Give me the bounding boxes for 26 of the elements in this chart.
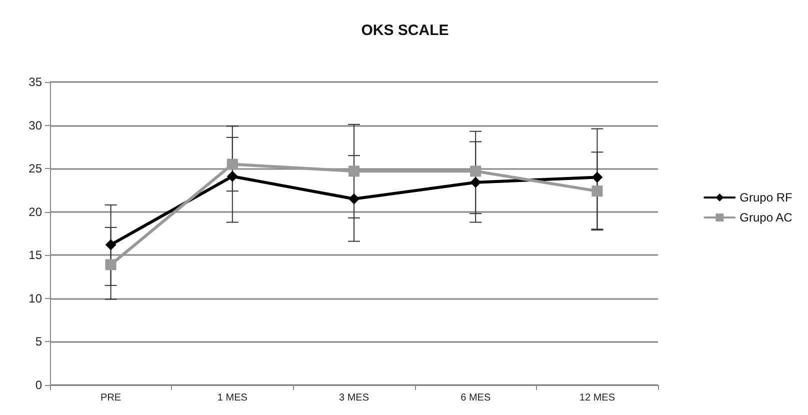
y-tick-label: 10 (28, 291, 42, 306)
legend-label: Grupo AC (740, 210, 793, 224)
x-tick-label: PRE (100, 392, 122, 404)
legend-label: Grupo RF (740, 190, 792, 204)
y-tick-label: 15 (28, 248, 42, 262)
point (105, 259, 116, 270)
point (470, 176, 482, 188)
point (470, 166, 482, 177)
x-tick-label: 3 MES (338, 392, 370, 404)
y-tick-label: 30 (28, 118, 42, 132)
y-tick-label: 5 (35, 334, 42, 349)
y-tick-label: 0 (35, 378, 42, 392)
point (226, 158, 238, 170)
x-tick-label: 1 MES (217, 392, 248, 404)
point (592, 186, 603, 197)
point (348, 166, 360, 177)
point (105, 239, 116, 250)
chart-title: OKS SCALE (361, 22, 449, 39)
x-tick-label: 6 MES (460, 392, 491, 404)
point (226, 170, 238, 182)
y-tick-label: 35 (28, 75, 42, 89)
y-tick-label: 20 (28, 204, 42, 219)
y-tick-label: 25 (28, 162, 42, 176)
x-tick-label: 12 MES (579, 392, 616, 404)
point (348, 193, 360, 204)
point (592, 172, 603, 183)
